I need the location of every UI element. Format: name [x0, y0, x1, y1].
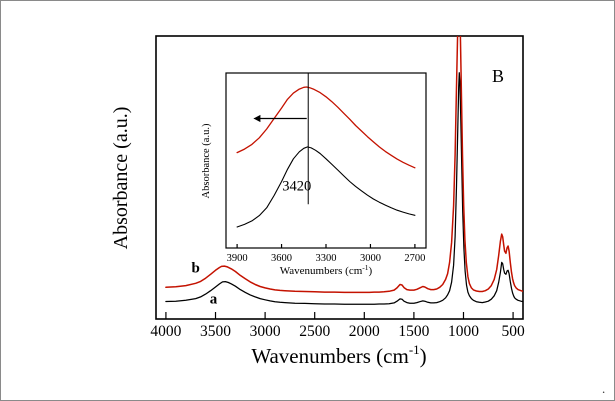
inset-x-tick-labels: 3900 3600 3300 3000 2700 — [227, 253, 426, 264]
peak-wavenumber-annotation: 3420 — [282, 178, 311, 194]
panel-label: B — [492, 66, 504, 86]
x-tick-label: 3500 — [200, 323, 231, 340]
inset-plot-frame — [225, 72, 427, 249]
main-plot-frame — [155, 35, 524, 320]
stray-period-mark: . — [602, 381, 605, 396]
inset-x-axis-label: Wavenumbers (cm-1) — [280, 263, 373, 277]
spectrum-curve-a — [165, 72, 523, 305]
spectrum-curve-b — [236, 86, 416, 169]
x-tick-label: 2000 — [349, 323, 380, 340]
main-y-axis-label: Absorbance (a.u.) — [110, 107, 132, 250]
main-x-axis-label-close: ) — [420, 344, 427, 368]
x-tick-label: 4000 — [150, 323, 181, 340]
x-tick-label: 3000 — [360, 253, 381, 264]
inset-x-axis-label-text: Wavenumbers (cm — [280, 265, 363, 277]
shift-arrow-head-icon — [253, 114, 261, 123]
main-x-ticks — [165, 312, 514, 319]
x-tick-label: 1500 — [398, 323, 429, 340]
inset-x-axis-label-superscript: -1 — [362, 263, 368, 272]
curve-label-a: a — [210, 291, 218, 307]
main-x-axis-label-text: Wavenumbers (cm — [251, 344, 409, 368]
x-tick-label: 3300 — [316, 253, 337, 264]
x-tick-label: 1000 — [448, 323, 479, 340]
inset-x-axis-label-close: ) — [369, 265, 373, 277]
inset-spectra-curves — [236, 86, 416, 228]
inset-annotations — [253, 73, 309, 205]
x-tick-label: 500 — [501, 323, 525, 340]
inset-y-axis-label: Absorbance (a.u.) — [201, 123, 212, 198]
main-x-tick-labels: 4000 3500 3000 2500 2000 1500 1000 500 — [150, 323, 525, 340]
spectrum-curve-a — [236, 146, 416, 228]
x-tick-label: 3600 — [271, 253, 292, 264]
x-tick-label: 2500 — [299, 323, 330, 340]
curve-label-b: b — [192, 260, 200, 276]
x-tick-label: 3900 — [227, 253, 248, 264]
main-x-axis-label-superscript: -1 — [409, 342, 420, 357]
spectrum-curve-b — [165, 36, 523, 294]
x-tick-label: 2700 — [404, 253, 425, 264]
main-spectra-curves — [165, 36, 523, 305]
inset-x-ticks — [236, 244, 416, 248]
main-x-axis-label: Wavenumbers (cm-1) — [251, 342, 426, 368]
x-tick-label: 3000 — [250, 323, 281, 340]
